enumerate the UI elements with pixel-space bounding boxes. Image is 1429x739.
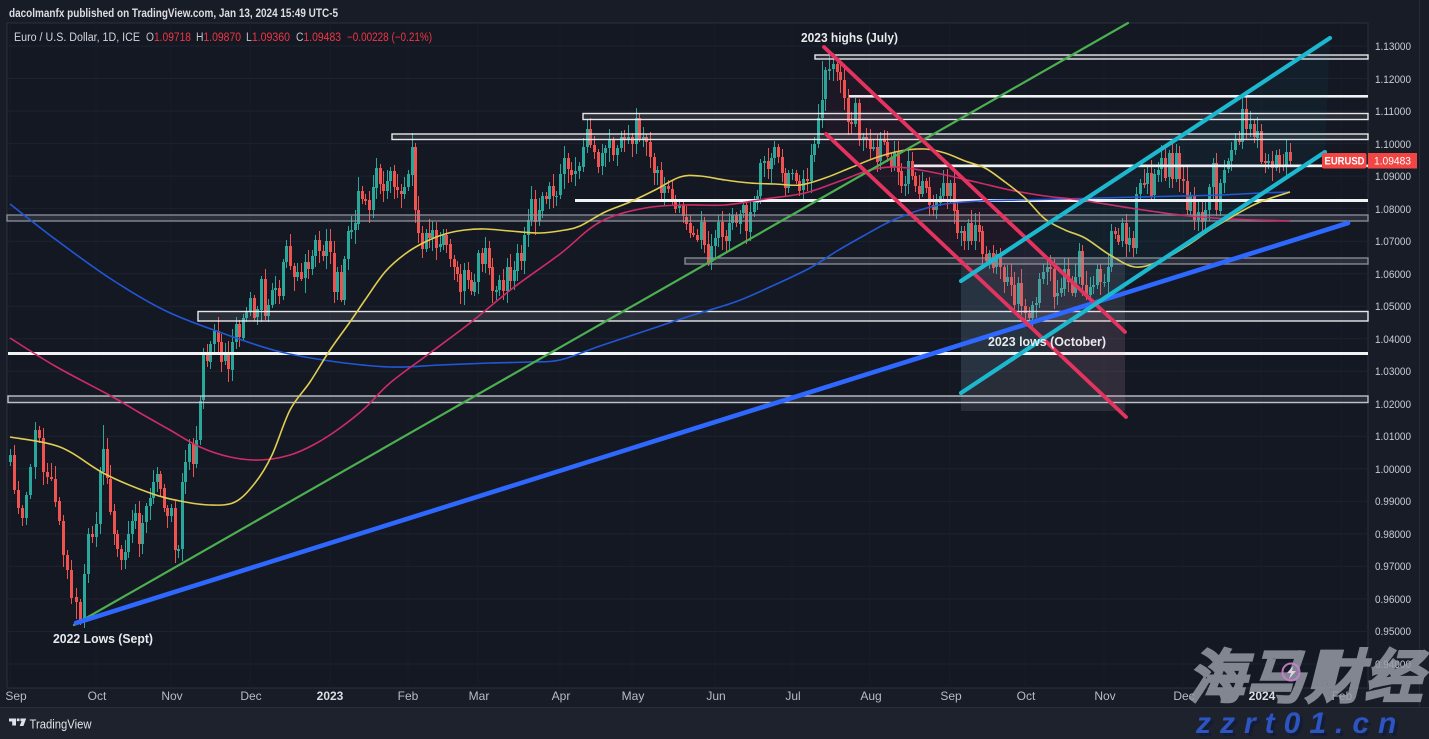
svg-text:−0.00228 (−0.21%): −0.00228 (−0.21%) bbox=[347, 32, 432, 44]
svg-text:Dec: Dec bbox=[1173, 689, 1194, 703]
svg-text:1.13000: 1.13000 bbox=[1375, 41, 1411, 53]
svg-text:Euro / U.S. Dollar, 1D, ICE: Euro / U.S. Dollar, 1D, ICE bbox=[14, 32, 140, 44]
svg-text:2023: 2023 bbox=[317, 689, 344, 703]
svg-text:2024: 2024 bbox=[1249, 689, 1276, 703]
svg-text:0.97000: 0.97000 bbox=[1375, 561, 1411, 573]
svg-text:1.05000: 1.05000 bbox=[1375, 301, 1411, 313]
svg-text:C1.09483: C1.09483 bbox=[296, 32, 341, 44]
svg-text:Sep: Sep bbox=[5, 689, 27, 703]
svg-text:0.96000: 0.96000 bbox=[1375, 594, 1411, 606]
svg-text:Aug: Aug bbox=[860, 689, 881, 703]
svg-text:Mar: Mar bbox=[469, 689, 490, 703]
svg-text:Feb: Feb bbox=[1332, 689, 1353, 703]
svg-text:0.94000: 0.94000 bbox=[1375, 659, 1411, 671]
svg-text:Jun: Jun bbox=[706, 689, 725, 703]
svg-text:Dec: Dec bbox=[240, 689, 261, 703]
svg-text:海马财经: 海马财经 bbox=[1188, 646, 1429, 710]
svg-text:O1.09718: O1.09718 bbox=[146, 32, 191, 44]
svg-text:1.09000: 1.09000 bbox=[1375, 171, 1411, 183]
svg-text:Jul: Jul bbox=[785, 689, 800, 703]
svg-text:0.95000: 0.95000 bbox=[1375, 626, 1411, 638]
svg-text:TradingView: TradingView bbox=[30, 717, 93, 732]
svg-text:Sep: Sep bbox=[940, 689, 962, 703]
svg-text:1.08000: 1.08000 bbox=[1375, 204, 1411, 216]
svg-text:1.03000: 1.03000 bbox=[1375, 366, 1411, 378]
svg-text:Oct: Oct bbox=[1017, 689, 1036, 703]
svg-text:EURUSD: EURUSD bbox=[1325, 156, 1365, 168]
svg-text:1.00000: 1.00000 bbox=[1375, 464, 1411, 476]
svg-text:1.06000: 1.06000 bbox=[1375, 269, 1411, 281]
svg-text:1.02000: 1.02000 bbox=[1375, 399, 1411, 411]
svg-text:1.01000: 1.01000 bbox=[1375, 431, 1411, 443]
svg-text:Nov: Nov bbox=[161, 689, 182, 703]
svg-text:2023 lows (October): 2023 lows (October) bbox=[988, 335, 1106, 349]
svg-text:1.10000: 1.10000 bbox=[1375, 139, 1411, 151]
svg-text:1.11000: 1.11000 bbox=[1375, 106, 1411, 118]
svg-text:0.99000: 0.99000 bbox=[1375, 496, 1411, 508]
svg-text:Apr: Apr bbox=[552, 689, 571, 703]
svg-text:1.09483: 1.09483 bbox=[1374, 156, 1411, 168]
svg-text:H1.09870: H1.09870 bbox=[196, 32, 241, 44]
svg-text:0.98000: 0.98000 bbox=[1375, 529, 1411, 541]
svg-text:2023 highs (July): 2023 highs (July) bbox=[801, 31, 898, 45]
svg-text:2022 Lows (Sept): 2022 Lows (Sept) bbox=[53, 632, 153, 646]
svg-text:Oct: Oct bbox=[88, 689, 107, 703]
svg-text:May: May bbox=[622, 689, 645, 703]
svg-text:zzrt01.cn: zzrt01.cn bbox=[1195, 707, 1405, 739]
svg-text:dacolmanfx published on Tradin: dacolmanfx published on TradingView.com,… bbox=[9, 6, 338, 20]
svg-text:zzrt01.cn: zzrt01.cn bbox=[1198, 710, 1408, 739]
svg-text:1.12000: 1.12000 bbox=[1375, 74, 1411, 86]
svg-text:Feb: Feb bbox=[398, 689, 419, 703]
svg-text:1.07000: 1.07000 bbox=[1375, 236, 1411, 248]
svg-text:1.04000: 1.04000 bbox=[1375, 334, 1411, 346]
svg-text:Nov: Nov bbox=[1094, 689, 1115, 703]
svg-text:L1.09360: L1.09360 bbox=[246, 32, 290, 44]
